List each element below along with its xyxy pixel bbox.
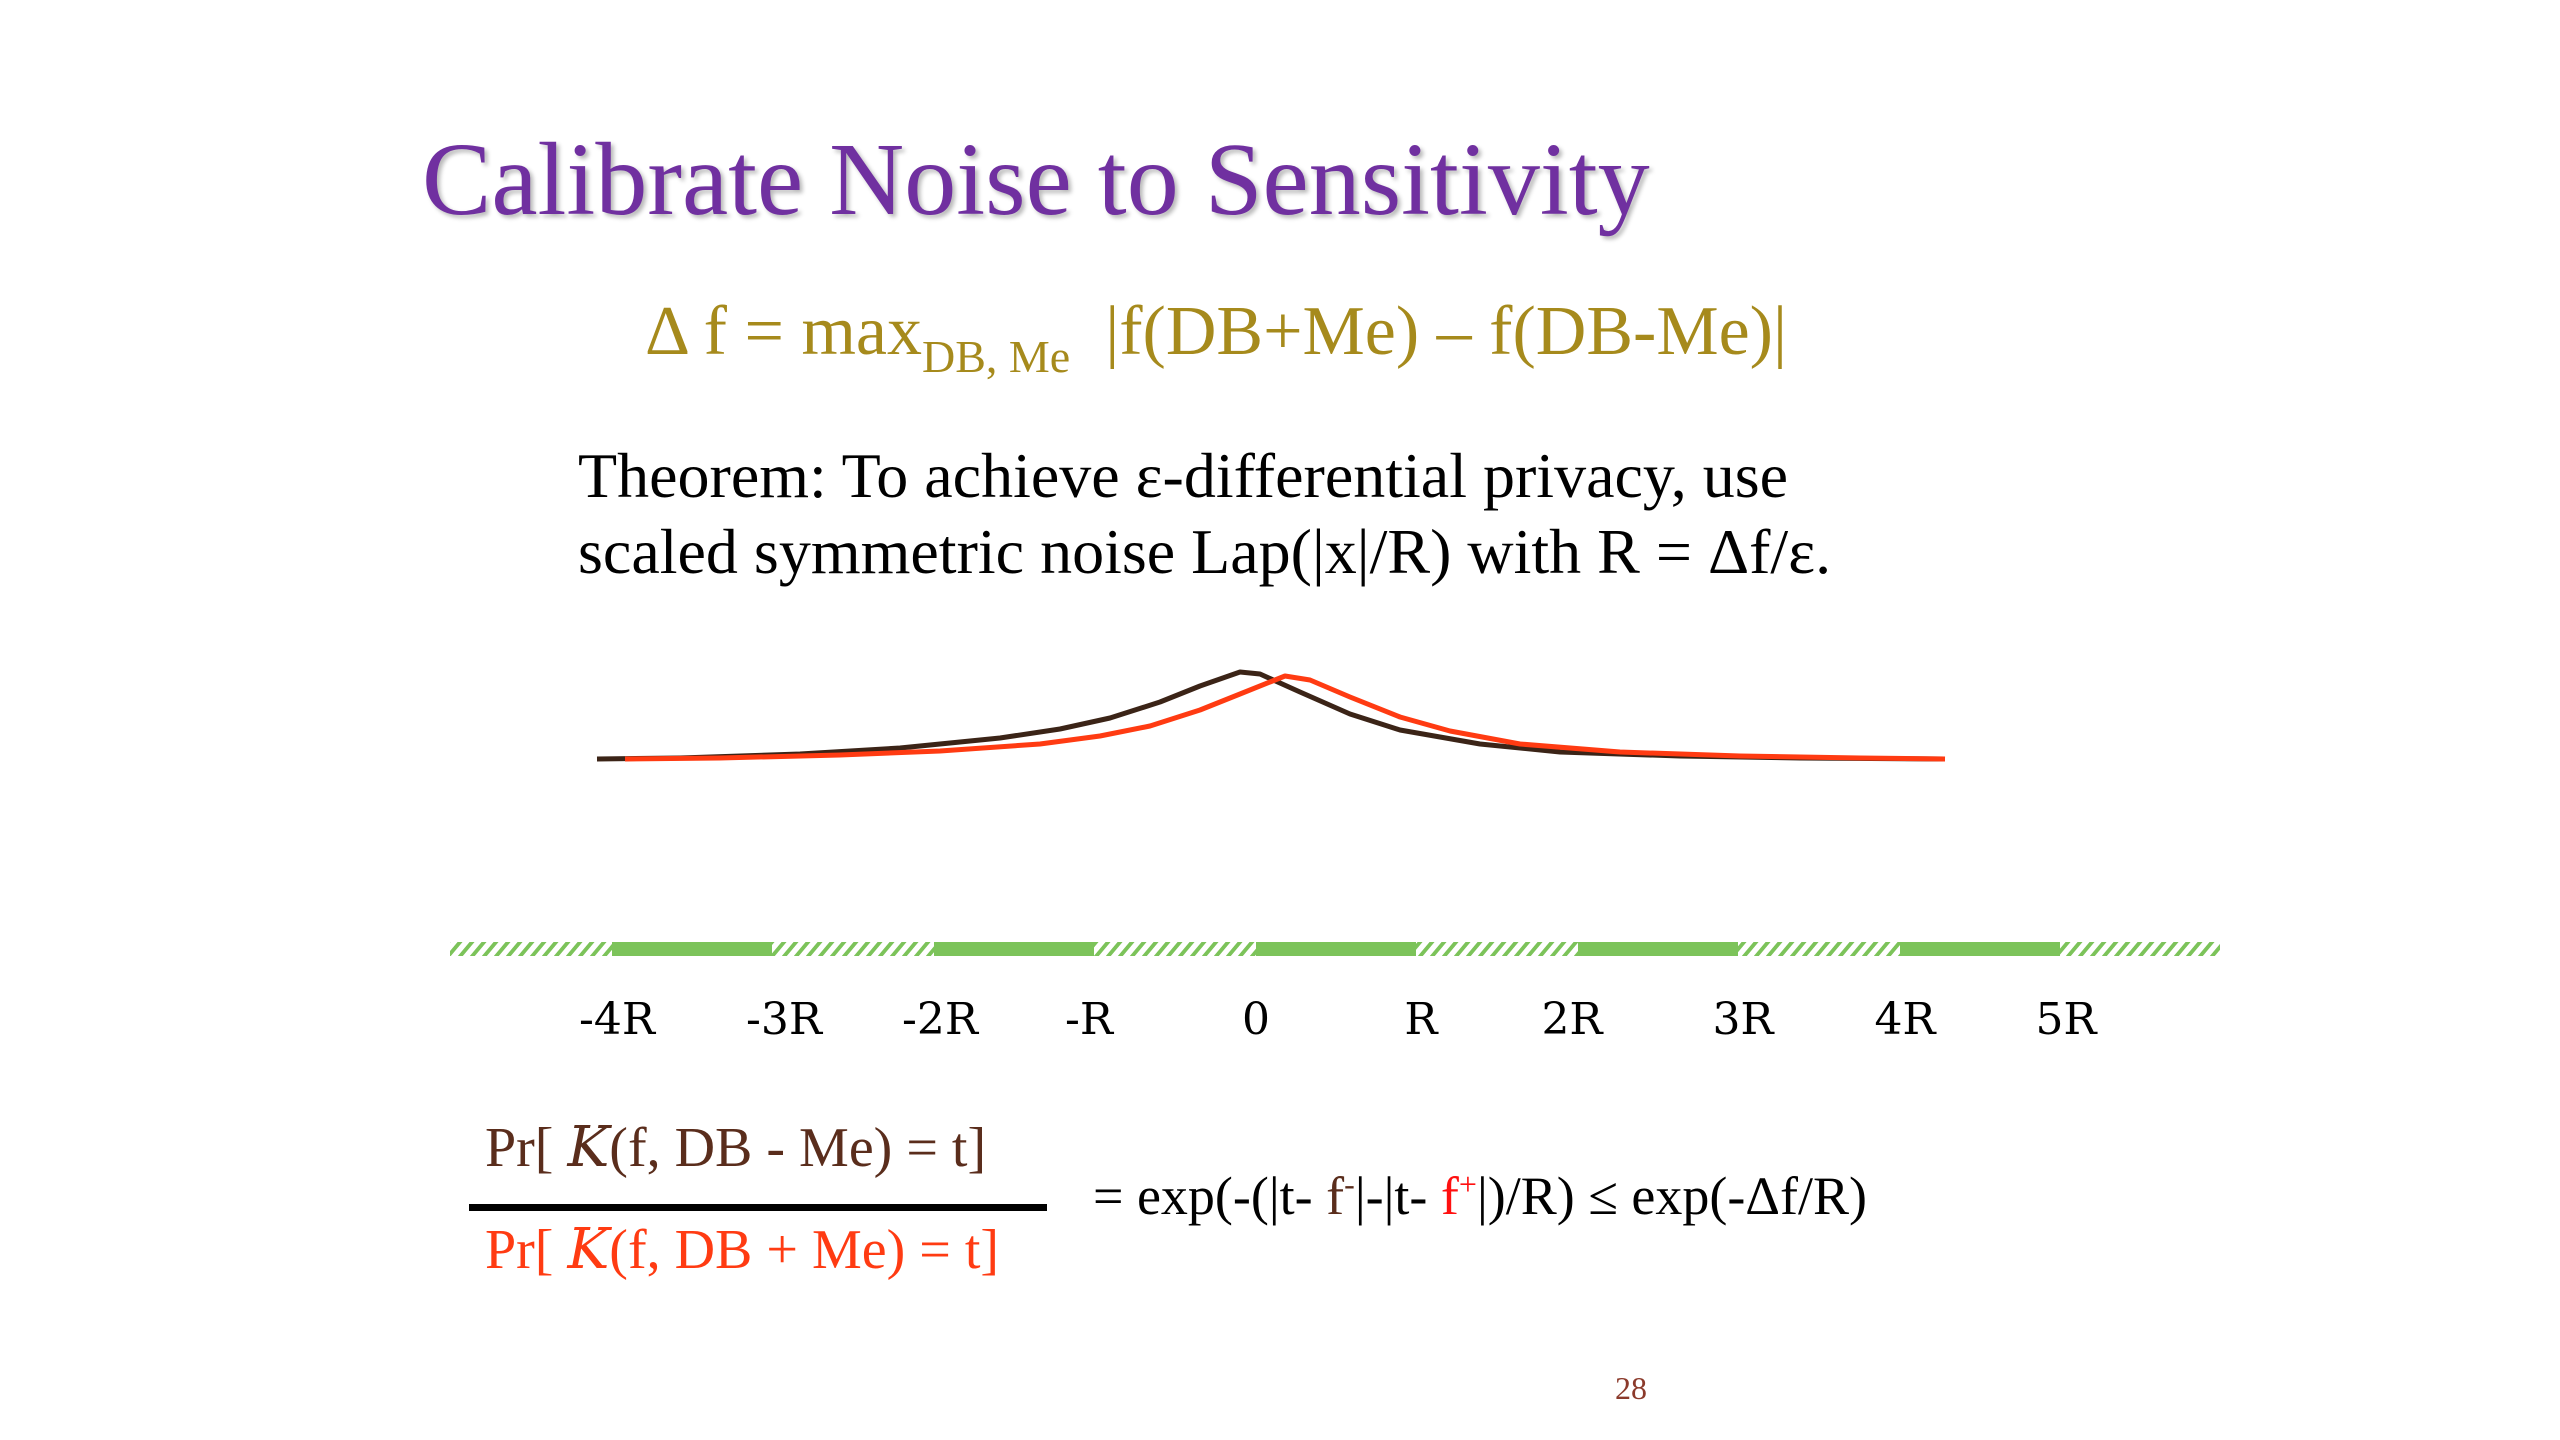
fraction-numerator: Pr[ K(f, DB - Me) = t] xyxy=(485,1114,986,1182)
theorem-line-1: Theorem: To achieve ε-differential priva… xyxy=(578,440,1789,511)
axis-tick-label: 3R xyxy=(1712,994,1774,1045)
axis-tick-label: -R xyxy=(1065,994,1113,1045)
fraction-denominator: Pr[ K(f, DB + Me) = t] xyxy=(485,1216,999,1284)
mechanism-k: K xyxy=(567,1217,610,1282)
fraction-bar xyxy=(469,1204,1047,1211)
axis-tick-label: 2R xyxy=(1541,994,1603,1045)
laplace-curve-db-plus-me xyxy=(624,673,1946,762)
number-line-segment xyxy=(1256,942,1416,956)
formula-rhs: |f(DB+Me) – f(DB-Me)| xyxy=(1105,293,1787,370)
numerator-args: (f, DB - Me) = t] xyxy=(609,1117,987,1179)
minus-superscript: - xyxy=(1344,1166,1355,1202)
number-line-segment xyxy=(934,942,1094,956)
axis-tick-label: R xyxy=(1404,994,1438,1045)
formula-lhs: Δ f = max xyxy=(645,293,922,370)
axis-tick-label: 0 xyxy=(1242,994,1270,1045)
rhs-part-3: |)/R) ≤ exp(-Δf/R) xyxy=(1476,1166,1868,1226)
axis-tick-label: -4R xyxy=(579,994,655,1045)
f-minus: f xyxy=(1326,1166,1345,1226)
rhs-part-1: = exp(-(|t- xyxy=(1093,1166,1327,1226)
slide-title: Calibrate Noise to Sensitivity xyxy=(422,122,1650,237)
axis-tick-label: -2R xyxy=(902,994,978,1045)
ratio-bound-expression: = exp(-(|t- f-|-|t- f+|)/R) ≤ exp(-Δf/R) xyxy=(1093,1164,1867,1229)
number-line-segment xyxy=(1578,942,1738,956)
mechanism-k: K xyxy=(567,1115,610,1180)
denominator-pr: Pr[ xyxy=(485,1219,568,1281)
axis-tick-label: 4R xyxy=(1874,994,1936,1045)
theorem-line-2: scaled symmetric noise Lap(|x|/R) with R… xyxy=(578,516,1832,587)
axis-tick-label: -3R xyxy=(746,994,822,1045)
denominator-args: (f, DB + Me) = t] xyxy=(609,1219,1000,1281)
page-number: 28 xyxy=(1615,1370,1647,1406)
numerator-pr: Pr[ xyxy=(485,1117,568,1179)
laplace-curve-db-minus-me xyxy=(596,669,1946,762)
plus-superscript: + xyxy=(1458,1166,1477,1202)
f-plus: f xyxy=(1440,1166,1459,1226)
number-line-segment xyxy=(612,942,772,956)
sensitivity-formula: Δ f = maxDB, Me |f(DB+Me) – f(DB-Me)| xyxy=(645,290,1787,384)
number-line-segment xyxy=(1900,942,2060,956)
axis-tick-label: 5R xyxy=(2035,994,2097,1045)
rhs-part-2: |-|t- xyxy=(1354,1166,1441,1226)
formula-subscript: DB, Me xyxy=(921,331,1071,382)
